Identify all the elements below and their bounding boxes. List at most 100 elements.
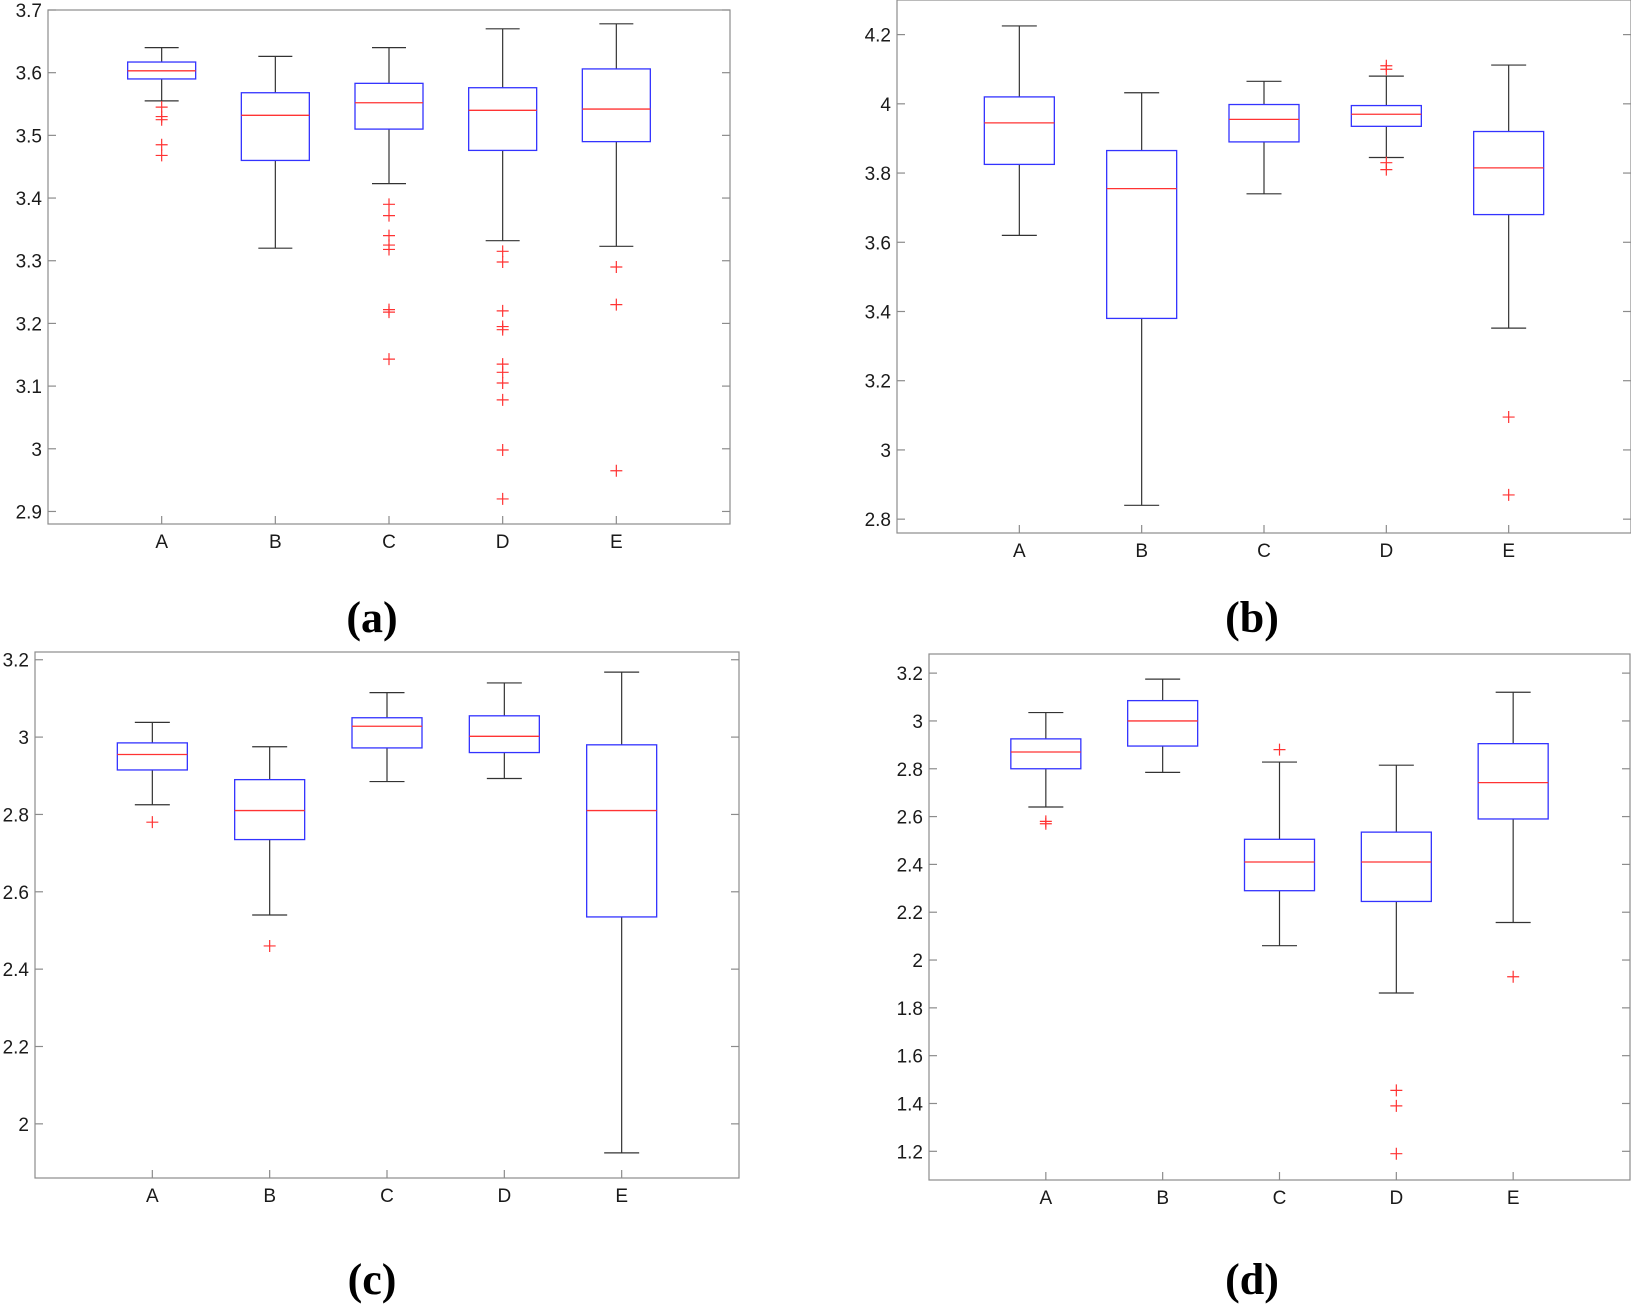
iqr-box <box>354 82 424 130</box>
panel-d: (d) 1.2 1.4 1.6 1.8 2 2.2 2.4 2.6 2.8 3 3.2 A B C D E <box>897 653 1631 1304</box>
outlier-marker <box>496 376 509 389</box>
y-tick-label: 4.2 <box>865 26 891 47</box>
outlier-marker <box>383 209 395 222</box>
y-tick-label: 2.2 <box>3 1038 29 1059</box>
iqr-box <box>1350 104 1422 127</box>
iqr-box <box>1360 831 1432 903</box>
box-group-e <box>581 23 651 477</box>
y-tick-label: 2.2 <box>897 903 923 924</box>
iqr-box <box>1243 838 1316 892</box>
outlier-marker <box>1273 743 1286 756</box>
box-group-d <box>1360 764 1432 1160</box>
outlier-marker <box>1502 411 1515 424</box>
y-tick-label: 2.4 <box>897 855 924 876</box>
x-tick-label: B <box>1135 541 1148 562</box>
x-tick-label: A <box>146 1186 159 1207</box>
iqr-box <box>351 717 423 749</box>
panel-caption: (b) <box>1225 593 1279 642</box>
y-tick-label: 3.5 <box>16 126 42 147</box>
x-tick-label: E <box>615 1186 628 1207</box>
y-tick-label: 3.6 <box>865 233 891 254</box>
y-tick-label: 1.2 <box>897 1142 923 1163</box>
box-group-a <box>1010 711 1082 830</box>
outlier-marker <box>1390 1099 1403 1112</box>
panel-caption: (d) <box>1225 1255 1279 1304</box>
x-tick-label: C <box>382 532 396 553</box>
y-tick-label: 3.2 <box>16 314 42 335</box>
x-tick-label: C <box>1257 541 1271 562</box>
x-tick-label: E <box>610 532 623 553</box>
outlier-marker <box>496 323 509 336</box>
box-group-e <box>1477 691 1549 983</box>
panel-caption: (c) <box>348 1255 397 1304</box>
y-tick-label: 3.2 <box>3 651 29 672</box>
x-tick-label: A <box>1039 1188 1052 1209</box>
y-tick-label: 2.8 <box>865 510 891 531</box>
outlier-marker <box>496 393 509 406</box>
outlier-marker <box>383 243 395 256</box>
x-tick-label: A <box>1013 541 1026 562</box>
iqr-box <box>468 715 540 754</box>
y-tick-label: 2.6 <box>3 883 29 904</box>
box-group-d <box>1350 59 1422 176</box>
x-tick-label: B <box>263 1186 276 1207</box>
y-tick-label: 3 <box>880 441 891 462</box>
y-tick-label: 3.7 <box>16 1 42 22</box>
iqr-box <box>468 87 538 152</box>
box-group-a <box>127 47 197 162</box>
y-tick-label: 3 <box>912 712 923 733</box>
x-tick-label: D <box>1379 541 1393 562</box>
box-group-b <box>1106 92 1178 506</box>
iqr-box <box>1473 130 1545 216</box>
x-tick-label: B <box>1156 1188 1169 1209</box>
box-group-b <box>234 746 306 952</box>
box-group-a <box>983 25 1055 236</box>
x-tick-label: D <box>497 1186 511 1207</box>
outlier-marker <box>155 149 168 162</box>
y-tick-label: 2.6 <box>897 808 923 829</box>
y-tick-label: 3 <box>18 728 29 749</box>
y-tick-label: 1.4 <box>897 1094 924 1115</box>
y-tick-label: 2 <box>18 1115 29 1136</box>
y-tick-label: 3.4 <box>16 189 43 210</box>
y-tick-label: 1.8 <box>897 999 923 1020</box>
outlier-marker <box>496 245 509 258</box>
iqr-box <box>1106 149 1178 320</box>
y-tick-label: 3.6 <box>16 64 42 85</box>
outlier-marker <box>1039 817 1052 830</box>
panel-a: (a) 2.9 3 3.1 3.2 3.3 3.4 3.5 3.6 3.7 A B C D E <box>16 1 731 642</box>
iqr-box <box>1127 699 1199 747</box>
x-tick-label: D <box>496 532 510 553</box>
box-group-c <box>351 692 423 783</box>
x-tick-label: E <box>1507 1188 1520 1209</box>
y-tick-label: 3.2 <box>865 372 891 393</box>
y-tick-label: 3.4 <box>865 302 892 323</box>
iqr-box <box>240 92 310 162</box>
panel-b: (b) 2.8 3 3.2 3.4 3.6 3.8 4 4.2 A B C D E <box>865 0 1631 642</box>
box-group-e <box>1473 64 1545 501</box>
y-tick-label: 1.6 <box>897 1047 923 1068</box>
panel-caption: (a) <box>346 593 397 642</box>
y-tick-label: 3 <box>31 440 42 461</box>
x-tick-label: B <box>269 532 282 553</box>
box-group-d <box>468 28 538 505</box>
panel-c: (c) 2 2.2 2.4 2.6 2.8 3 3.2 A B C D E <box>3 651 740 1304</box>
box-group-a <box>116 721 188 829</box>
y-tick-label: 3.2 <box>897 664 923 685</box>
outlier-marker <box>1390 1084 1403 1097</box>
outlier-marker <box>496 366 509 379</box>
iqr-box <box>1477 743 1549 820</box>
box-group-b <box>240 55 310 249</box>
iqr-box <box>586 744 658 918</box>
box-group-d <box>468 682 540 780</box>
outlier-marker <box>1507 970 1520 983</box>
outlier-marker <box>1502 488 1515 501</box>
y-tick-label: 2.4 <box>3 960 30 981</box>
box-group-c <box>1243 743 1316 947</box>
outlier-marker <box>263 939 276 952</box>
iqr-box <box>1228 103 1300 143</box>
y-tick-label: 2.8 <box>897 760 923 781</box>
y-tick-label: 2 <box>912 951 923 972</box>
outlier-marker <box>610 298 623 311</box>
